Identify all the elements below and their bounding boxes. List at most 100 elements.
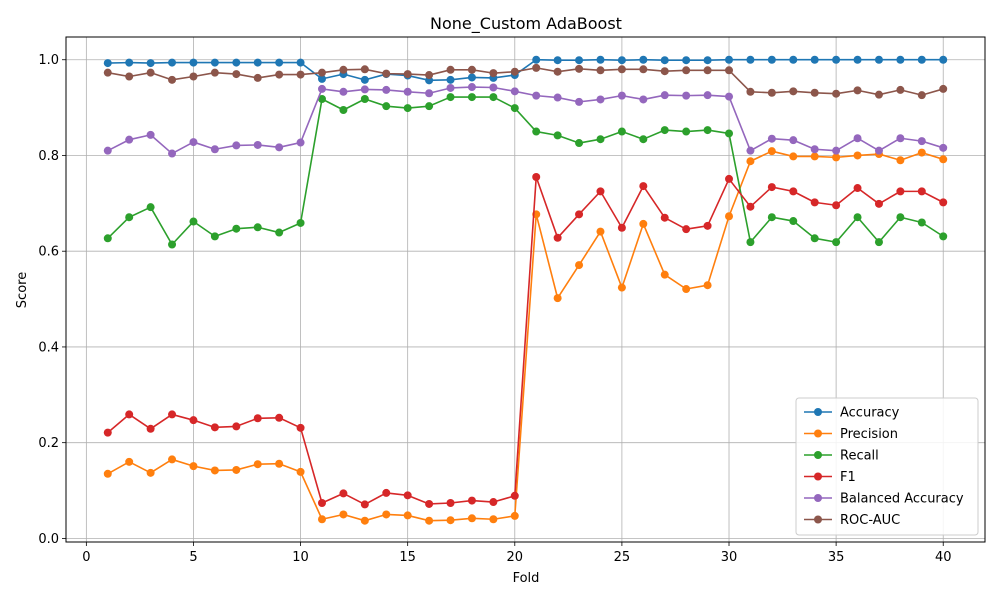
x-tick-label: 15 bbox=[399, 550, 416, 565]
data-point-accuracy bbox=[596, 55, 605, 64]
axis-ticks: 0 5 10 15 20 25 30 35 40 0.0 0.2 0.4 0.6 0.8 1.0 bbox=[38, 53, 951, 565]
legend-label-roc-auc: ROC-AUC bbox=[840, 513, 900, 528]
data-point-f1 bbox=[853, 184, 862, 193]
series-line-balanced-accuracy bbox=[107, 86, 944, 155]
data-point-f1 bbox=[103, 428, 112, 437]
data-point-f1 bbox=[425, 499, 434, 508]
data-point-f1 bbox=[146, 424, 155, 433]
series-recall bbox=[103, 93, 948, 249]
data-point-f1 bbox=[596, 187, 605, 196]
data-point-roc-auc bbox=[917, 91, 926, 100]
data-point-balanced-accuracy bbox=[939, 143, 948, 152]
series-line-precision bbox=[107, 150, 944, 522]
data-point-f1 bbox=[660, 213, 669, 222]
data-point-recall bbox=[682, 127, 691, 136]
data-point-f1 bbox=[810, 198, 819, 207]
data-point-recall bbox=[296, 218, 305, 227]
data-point-precision bbox=[317, 515, 326, 524]
data-point-recall bbox=[317, 94, 326, 103]
data-point-balanced-accuracy bbox=[767, 134, 776, 143]
data-point-precision bbox=[682, 285, 691, 294]
data-point-balanced-accuracy bbox=[725, 92, 734, 101]
legend-marker-f1 bbox=[814, 472, 822, 481]
data-point-roc-auc bbox=[317, 68, 326, 77]
data-point-balanced-accuracy bbox=[703, 91, 712, 100]
data-point-precision bbox=[510, 511, 519, 520]
data-point-f1 bbox=[360, 500, 369, 509]
legend-item-f1: F1 bbox=[804, 470, 856, 485]
data-point-roc-auc bbox=[682, 66, 691, 75]
data-point-roc-auc bbox=[210, 68, 219, 77]
data-point-balanced-accuracy bbox=[339, 87, 348, 96]
data-point-precision bbox=[446, 516, 455, 525]
data-point-accuracy bbox=[125, 58, 134, 67]
data-point-f1 bbox=[275, 413, 284, 422]
data-point-balanced-accuracy bbox=[810, 145, 819, 154]
data-point-accuracy bbox=[296, 58, 305, 67]
data-point-balanced-accuracy bbox=[660, 91, 669, 100]
data-point-balanced-accuracy bbox=[532, 91, 541, 100]
data-point-roc-auc bbox=[168, 75, 177, 84]
data-point-f1 bbox=[168, 410, 177, 419]
data-point-f1 bbox=[317, 498, 326, 507]
data-point-f1 bbox=[532, 173, 541, 182]
x-tick-label: 0 bbox=[82, 550, 90, 565]
data-point-precision bbox=[168, 455, 177, 464]
data-point-balanced-accuracy bbox=[425, 89, 434, 98]
data-point-f1 bbox=[489, 498, 498, 507]
data-point-roc-auc bbox=[103, 68, 112, 77]
data-point-recall bbox=[575, 139, 584, 148]
data-point-recall bbox=[510, 104, 519, 113]
data-point-accuracy bbox=[767, 55, 776, 64]
data-point-precision bbox=[746, 157, 755, 166]
data-point-recall bbox=[360, 94, 369, 103]
x-tick-label: 25 bbox=[614, 550, 631, 565]
data-point-recall bbox=[532, 127, 541, 136]
data-point-f1 bbox=[896, 187, 905, 196]
data-point-f1 bbox=[789, 187, 798, 196]
legend-item-balanced-accuracy: Balanced Accuracy bbox=[804, 492, 964, 507]
data-point-balanced-accuracy bbox=[917, 137, 926, 146]
data-point-accuracy bbox=[917, 55, 926, 64]
data-point-accuracy bbox=[467, 73, 476, 82]
data-point-accuracy bbox=[360, 75, 369, 84]
data-point-balanced-accuracy bbox=[746, 146, 755, 155]
data-point-precision bbox=[489, 515, 498, 524]
y-tick-label: 1.0 bbox=[38, 53, 59, 68]
data-point-precision bbox=[853, 151, 862, 160]
data-point-recall bbox=[232, 224, 241, 233]
x-tick-label: 40 bbox=[935, 550, 952, 565]
data-point-recall bbox=[703, 126, 712, 135]
data-point-balanced-accuracy bbox=[489, 83, 498, 92]
data-point-recall bbox=[168, 240, 177, 249]
legend-label-accuracy: Accuracy bbox=[840, 406, 900, 421]
legend-item-roc-auc: ROC-AUC bbox=[804, 513, 900, 528]
y-tick-label: 0.4 bbox=[38, 340, 59, 355]
data-point-balanced-accuracy bbox=[125, 135, 134, 144]
data-point-f1 bbox=[403, 491, 412, 500]
data-point-accuracy bbox=[746, 55, 755, 64]
data-point-balanced-accuracy bbox=[617, 91, 626, 100]
data-point-recall bbox=[446, 93, 455, 102]
legend-item-recall: Recall bbox=[804, 449, 879, 464]
data-point-balanced-accuracy bbox=[275, 143, 284, 152]
data-point-balanced-accuracy bbox=[832, 146, 841, 155]
data-point-balanced-accuracy bbox=[553, 93, 562, 102]
data-point-roc-auc bbox=[639, 65, 648, 74]
data-point-f1 bbox=[617, 223, 626, 232]
data-point-recall bbox=[103, 234, 112, 243]
data-point-recall bbox=[789, 217, 798, 226]
data-point-accuracy bbox=[725, 55, 734, 64]
data-point-f1 bbox=[917, 187, 926, 196]
data-point-roc-auc bbox=[553, 67, 562, 76]
series-f1 bbox=[103, 173, 948, 509]
data-point-roc-auc bbox=[810, 88, 819, 97]
data-point-roc-auc bbox=[275, 70, 284, 79]
data-point-recall bbox=[746, 238, 755, 247]
data-point-balanced-accuracy bbox=[853, 134, 862, 143]
data-point-f1 bbox=[746, 202, 755, 211]
data-point-roc-auc bbox=[382, 69, 391, 78]
data-point-f1 bbox=[703, 221, 712, 230]
